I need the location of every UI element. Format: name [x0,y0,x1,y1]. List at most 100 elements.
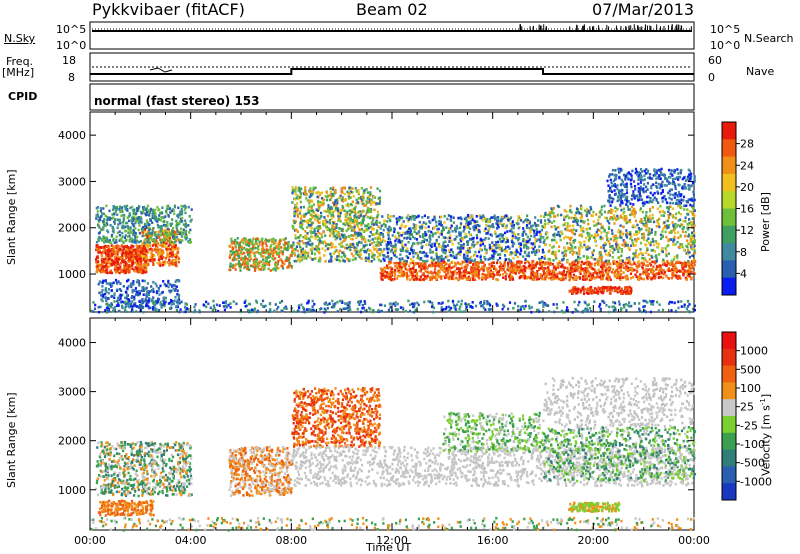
power-cell [189,240,192,244]
power-cell [181,239,184,242]
power-cell [271,257,274,260]
power-cell [117,223,120,226]
power-cell [290,246,293,249]
power-cell [640,277,643,281]
power-cell [142,244,145,248]
power-cell [102,260,105,264]
power-cell [533,229,536,233]
power-cell [492,252,496,256]
power-cell [158,293,161,296]
nsearch-tick-bottom: 10^0 [710,39,741,52]
power-cell [128,249,131,252]
power-cell [473,260,476,263]
power-cell [112,250,115,254]
power-cell [376,187,379,190]
power-cell [452,216,455,219]
power-cell [543,273,546,276]
power-cell [371,217,374,220]
power-cell [108,209,111,213]
power-cell [311,199,314,203]
power-cell [482,269,485,272]
power-cell [412,278,415,281]
power-cell [483,276,486,279]
power-cell [153,258,156,261]
power-cell [434,261,438,264]
power-cell [537,219,540,222]
power-cell [180,212,183,216]
power-cell [539,259,542,262]
power-cell [256,261,259,265]
power-cell [302,205,305,209]
power-cell [509,259,512,263]
power-cell [137,240,141,244]
power-cell [401,247,404,250]
power-cell [128,234,131,238]
power-cell [524,244,528,247]
power-cell [430,256,433,260]
power-cell [292,243,295,246]
power-cell [128,213,132,217]
power-cell [397,236,400,240]
power-cell [448,265,451,269]
power-cell [109,271,112,274]
power-cell [158,236,161,239]
power-cell [465,223,468,227]
power-cell [141,228,144,232]
power-cell [104,257,107,261]
power-cell [458,275,461,278]
power-cell [476,267,479,271]
power-cell [413,237,416,240]
power-cell [345,235,348,239]
power-cell [324,244,327,248]
power-cell [483,244,486,248]
power-cell [280,264,283,268]
power-cell [396,277,399,280]
power-cell [343,233,346,237]
power-cell [134,302,137,305]
power-cell [498,265,501,268]
power-cell [132,219,135,222]
power-cell [444,251,447,255]
power-cell [169,222,172,226]
power-cell [154,215,158,219]
power-cell [585,261,589,264]
power-cell [467,247,470,250]
power-cell [318,192,321,195]
power-cell [413,230,416,233]
power-cell [236,237,239,240]
power-cell [528,267,531,270]
power-cell [475,263,478,266]
power-cell [448,236,452,240]
power-cell [541,250,544,254]
power-cell [169,301,172,305]
power-cell [134,270,137,273]
power-cell [626,266,629,270]
power-cell [124,296,127,300]
power-cell [159,227,162,231]
power-cell [110,289,113,292]
power-cell [426,270,429,274]
power-cell [370,198,373,201]
power-cell [301,240,304,243]
power-cell [392,245,395,248]
nave-label: Nave [746,65,775,78]
power-cell [243,239,246,242]
power-cell [440,224,443,227]
power-cell [478,276,481,280]
power-cell [142,242,145,246]
power-cell [423,254,426,258]
power-cell [488,246,491,250]
power-cell [361,195,364,199]
power-cell [164,224,167,228]
power-cell [401,245,404,248]
power-cell [154,244,158,248]
power-cell [179,210,182,214]
power-cell [503,260,506,264]
power-cell [131,267,134,270]
power-cell [303,256,306,260]
power-cell [467,231,471,234]
power-cell [309,193,312,196]
power-cell [588,274,591,278]
power-cell [402,262,405,265]
power-cell [300,252,303,256]
